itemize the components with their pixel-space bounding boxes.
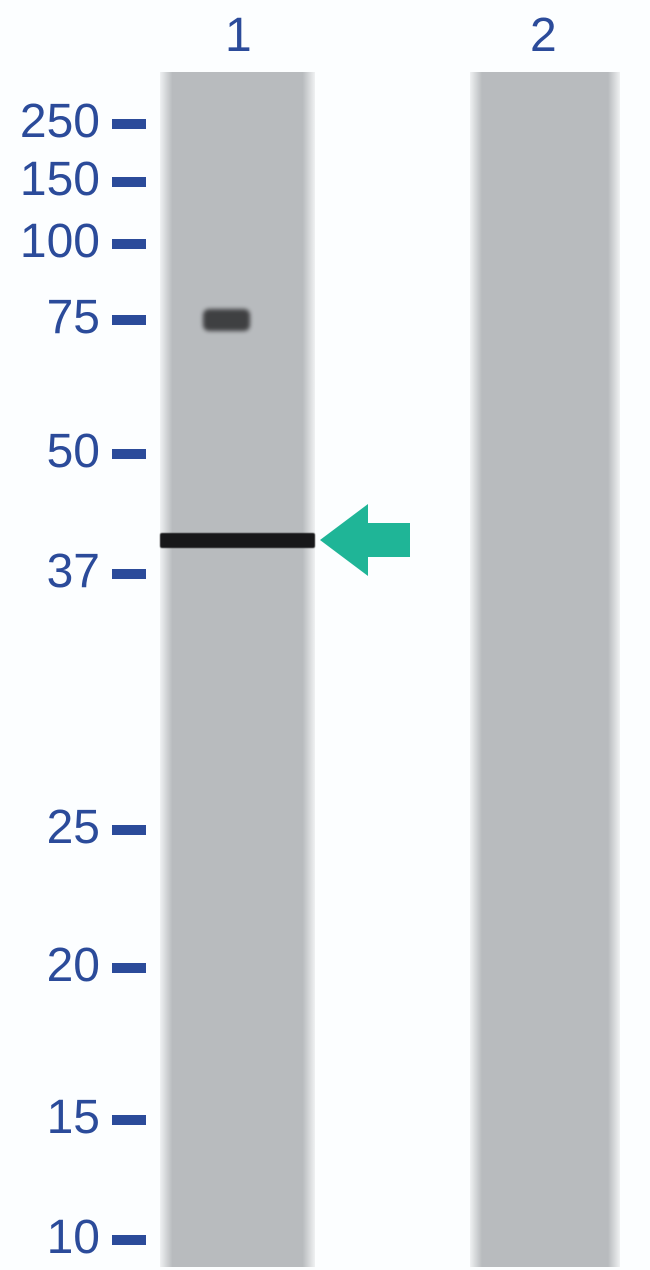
mw-marker-label-37: 37: [0, 544, 100, 599]
mw-marker-label-75: 75: [0, 290, 100, 345]
lane-1-band-1: [203, 309, 250, 331]
mw-marker-tick-75: [112, 315, 146, 325]
mw-marker-tick-150: [112, 177, 146, 187]
mw-marker-tick-37: [112, 569, 146, 579]
mw-marker-tick-100: [112, 239, 146, 249]
mw-marker-label-25: 25: [0, 800, 100, 855]
mw-marker-tick-15: [112, 1115, 146, 1125]
mw-marker-label-150: 150: [0, 152, 100, 207]
mw-marker-tick-25: [112, 825, 146, 835]
mw-marker-tick-50: [112, 449, 146, 459]
mw-marker-label-15: 15: [0, 1090, 100, 1145]
mw-marker-label-100: 100: [0, 214, 100, 269]
lane-label-2: 2: [530, 8, 557, 63]
mw-marker-tick-10: [112, 1235, 146, 1245]
mw-marker-label-50: 50: [0, 424, 100, 479]
lane-1: [160, 72, 315, 1267]
lane-1-band-2: [160, 533, 315, 548]
mw-marker-label-250: 250: [0, 94, 100, 149]
western-blot-figure: 1 2 250150 100 75 50 37 25 20 15 10: [0, 0, 650, 1270]
target-band-arrow-icon: [320, 504, 410, 576]
mw-marker-label-20: 20: [0, 938, 100, 993]
lane-2: [470, 72, 620, 1267]
mw-marker-label-10: 10: [0, 1210, 100, 1265]
mw-marker-tick-250: [112, 119, 146, 129]
lane-label-1: 1: [225, 8, 252, 63]
mw-marker-tick-20: [112, 963, 146, 973]
